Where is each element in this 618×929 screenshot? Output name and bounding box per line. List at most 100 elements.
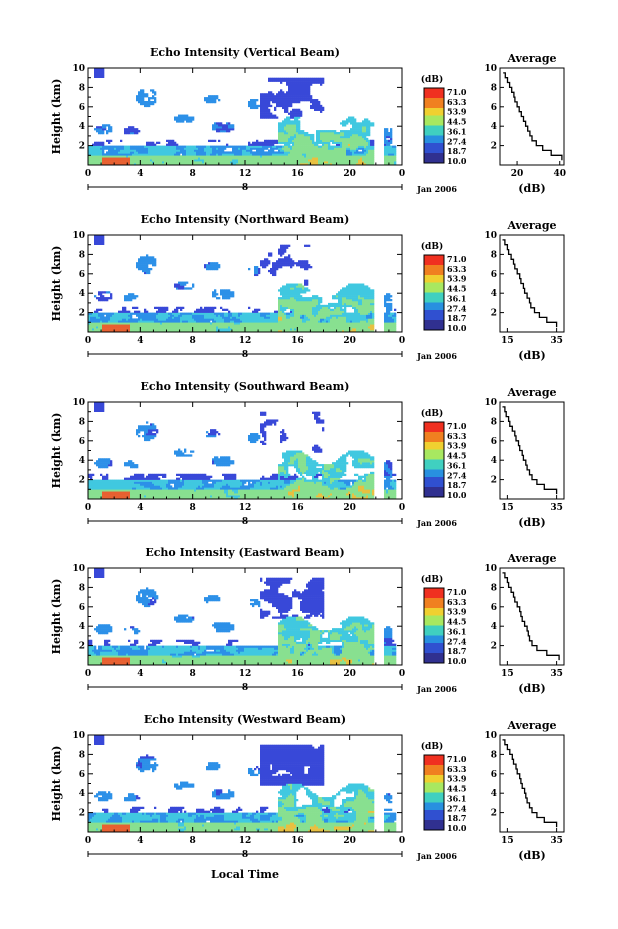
x-tick-label: 0 xyxy=(399,669,405,679)
average-y-tick-label: 4 xyxy=(491,289,497,299)
average-y-tick-label: 2 xyxy=(491,809,497,819)
colorbar-swatch xyxy=(424,432,444,435)
colorbar-swatch xyxy=(424,588,444,591)
y-tick-label: 6 xyxy=(79,437,85,447)
panel-1: Echo Intensity (Vertical Beam) 2 4 6 8 10 0 4 8 1… xyxy=(50,46,566,195)
colorbar-tick-label: 18.7 xyxy=(447,313,466,323)
average-y-tick-label: 2 xyxy=(491,476,497,486)
y-tick-label: 6 xyxy=(79,770,85,780)
average-title: Average xyxy=(506,386,556,399)
colorbar-swatch xyxy=(424,590,444,594)
colorbar-unit: (dB) xyxy=(421,408,443,419)
average-y-tick-label: 6 xyxy=(491,437,497,447)
x-tick-label: 12 xyxy=(239,836,252,846)
colorbar-swatch xyxy=(424,312,444,316)
panel-4: Echo Intensity (Eastward Beam) 2 4 6 8 10 0 4 8 1… xyxy=(50,546,565,695)
colorbar-swatch xyxy=(424,628,444,631)
colorbar-swatch xyxy=(424,452,444,455)
average-y-tick-label: 4 xyxy=(491,122,497,132)
colorbar-tick-label: 63.3 xyxy=(447,97,467,107)
colorbar-swatch xyxy=(424,623,444,626)
y-tick-label: 10 xyxy=(72,64,85,74)
colorbar-swatch xyxy=(424,613,444,616)
y-tick-label: 10 xyxy=(72,731,85,741)
average-y-tick-label: 10 xyxy=(484,564,497,574)
colorbar-swatch xyxy=(424,605,444,609)
colorbar-swatch xyxy=(424,459,444,463)
colorbar-swatch xyxy=(424,272,444,276)
x-tick-label: 16 xyxy=(291,503,304,513)
colorbar-swatch xyxy=(424,315,444,318)
colorbar-swatch xyxy=(424,143,444,146)
colorbar-tick-label: 71.0 xyxy=(447,87,467,97)
panel-title: Echo Intensity (Northward Beam) xyxy=(141,213,350,226)
colorbar-swatch xyxy=(424,762,444,766)
average-y-tick-label: 4 xyxy=(491,456,497,466)
colorbar-swatch xyxy=(424,287,444,291)
colorbar-swatch xyxy=(424,603,444,606)
colorbar-frame xyxy=(423,587,445,664)
x-tick-label: 0 xyxy=(399,836,405,846)
colorbar-tick-label: 44.5 xyxy=(447,284,466,294)
average-profile-line xyxy=(502,572,560,661)
y-tick-label: 4 xyxy=(79,289,85,299)
colorbar-swatch xyxy=(424,474,444,478)
average-y-tick-label: 2 xyxy=(491,309,497,319)
colorbar-swatch xyxy=(424,95,444,99)
average-profile-line xyxy=(503,72,563,161)
y-tick-label: 2 xyxy=(79,809,85,819)
y-tick-label: 4 xyxy=(79,622,85,632)
y-tick-label: 8 xyxy=(79,417,85,427)
colorbar-swatch xyxy=(424,123,444,126)
x-tick-label: 8 xyxy=(190,336,196,346)
colorbar-swatch xyxy=(424,115,444,119)
y-tick-label: 2 xyxy=(79,476,85,486)
colorbar-tick-label: 53.9 xyxy=(447,107,467,117)
colorbar-swatch xyxy=(424,618,444,621)
colorbar-swatch xyxy=(424,310,444,313)
colorbar-swatch xyxy=(424,125,444,129)
colorbar-tick-label: 18.7 xyxy=(447,646,466,656)
panel-title: Echo Intensity (Westward Beam) xyxy=(144,713,346,726)
colorbar-tick-label: 71.0 xyxy=(447,587,467,597)
colorbar-swatch xyxy=(424,442,444,445)
colorbar-swatch xyxy=(424,467,444,470)
day-marker: 8 xyxy=(242,517,248,527)
day-marker: 8 xyxy=(242,683,248,693)
colorbar-swatch xyxy=(424,257,444,261)
average-y-tick-label: 8 xyxy=(491,250,497,260)
colorbar-frame xyxy=(423,254,445,331)
average-profile-line xyxy=(502,239,558,328)
colorbar-swatch xyxy=(424,282,444,286)
average-title: Average xyxy=(506,52,556,65)
x-tick-label: 0 xyxy=(85,669,91,679)
average-x-tick-label: 35 xyxy=(550,836,563,846)
x-axis-label: Local Time xyxy=(211,868,279,881)
colorbar-tick-label: 36.1 xyxy=(447,793,466,803)
colorbar-swatch xyxy=(424,317,444,321)
colorbar-swatch xyxy=(424,110,444,114)
colorbar-tick-label: 53.9 xyxy=(447,607,467,617)
colorbar-swatch xyxy=(424,103,444,106)
date-label: Jan 2006 xyxy=(416,184,457,194)
average-x-label: (dB) xyxy=(518,516,545,529)
average-profile-line xyxy=(502,406,558,495)
colorbar-swatch xyxy=(424,447,444,450)
x-tick-label: 16 xyxy=(291,336,304,346)
colorbar-swatch xyxy=(424,477,444,480)
x-tick-label: 16 xyxy=(291,169,304,179)
x-tick-label: 4 xyxy=(137,836,143,846)
colorbar-swatch xyxy=(424,820,444,823)
y-tick-label: 8 xyxy=(79,250,85,260)
colorbar-swatch xyxy=(424,790,444,793)
x-tick-label: 0 xyxy=(399,503,405,513)
colorbar-frame xyxy=(423,87,445,164)
colorbar-swatch xyxy=(424,815,444,818)
average-x-label: (dB) xyxy=(518,682,545,695)
colorbar-swatch xyxy=(424,135,444,139)
colorbar-swatch xyxy=(424,760,444,763)
colorbar-swatch xyxy=(424,817,444,821)
colorbar-swatch xyxy=(424,777,444,781)
x-tick-label: 8 xyxy=(190,503,196,513)
colorbar-swatch xyxy=(424,805,444,808)
